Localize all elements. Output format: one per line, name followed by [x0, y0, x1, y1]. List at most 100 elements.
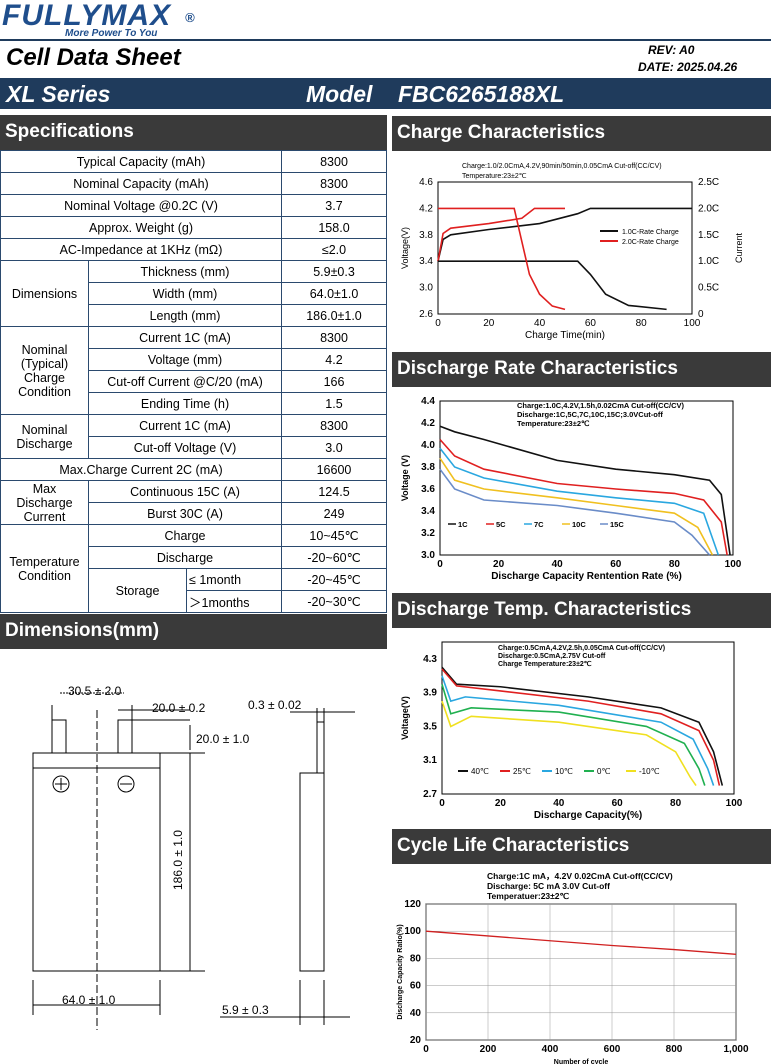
- spec-value: 124.5: [281, 480, 387, 503]
- spec-label: Voltage (mm): [88, 348, 282, 371]
- legend-label: 1C: [458, 520, 468, 529]
- x-tick-label: 0: [435, 318, 441, 329]
- series-line: [437, 207, 692, 262]
- x-tick-label: 100: [726, 798, 743, 809]
- tab-positive: [51, 719, 67, 754]
- series-line: [441, 668, 721, 786]
- dim-label: 30.5 ± 2.0: [68, 684, 122, 698]
- spec-group: Nominal Discharge: [0, 414, 89, 459]
- y-axis-label: Voltage(V): [400, 227, 410, 269]
- series-line: [439, 447, 720, 556]
- chart-note: Charge:0.5CmA,4.2V,2.5h,0.05CmA Cut-off(…: [498, 645, 665, 652]
- series-name: XL Series: [6, 81, 111, 107]
- y-tick-label: 4.0: [421, 440, 435, 451]
- y-tick-label: 3.6: [421, 484, 435, 495]
- y-tick-label: 4.3: [423, 654, 437, 665]
- x-tick-label: 600: [604, 1044, 621, 1055]
- series-line: [441, 683, 706, 786]
- spec-value: 10~45℃: [281, 524, 387, 547]
- series-line: [439, 468, 711, 556]
- legend-label: 2.0C-Rate Charge: [622, 239, 679, 246]
- spec-value: 8300: [281, 172, 387, 195]
- model-label: Model: [306, 81, 373, 107]
- y-tick-label: 3.1: [423, 755, 437, 766]
- spec-value: 8300: [281, 414, 387, 437]
- chart-note: Charge:1.0/2.0CmA,4.2V,90min/50min,0.05C…: [462, 163, 662, 170]
- chart-note: Temperature:23±2℃: [462, 173, 527, 180]
- dim-label: 20.0 ± 0.2: [152, 701, 206, 715]
- x-tick-label: 0: [423, 1044, 429, 1055]
- spec-value: ≤2.0: [281, 238, 387, 261]
- date: DATE: 2025.04.26: [638, 60, 738, 74]
- spec-value: 8300: [281, 150, 387, 173]
- y2-tick-label: 2.0C: [698, 203, 719, 214]
- y2-axis-label: Current: [734, 232, 744, 263]
- x-tick-label: 0: [437, 559, 443, 570]
- x-tick-label: 20: [483, 318, 495, 329]
- spec-value: 1.5: [281, 392, 387, 415]
- spec-value: 3.0: [281, 436, 387, 459]
- y-tick-label: 100: [404, 926, 421, 937]
- x-tick-label: 60: [610, 559, 622, 570]
- dim-label: 5.9 ± 0.3: [222, 1003, 269, 1017]
- y-tick-label: 60: [410, 981, 422, 992]
- x-tick-label: 20: [495, 798, 507, 809]
- legend-label: 25℃: [513, 767, 531, 776]
- spec-label: Typical Capacity (mAh): [0, 150, 282, 173]
- y2-tick-label: 1.5C: [698, 230, 719, 241]
- y-axis-label: Discharge Capacity Ratio(%): [397, 924, 404, 1019]
- positive-terminal-symbol: [52, 775, 70, 793]
- sheet-title: Cell Data Sheet: [6, 44, 181, 71]
- chart-note: Charge:1.0C,4.2V,1.5h,0.02CmA Cut-off(CC…: [517, 401, 684, 410]
- spec-value: 16600: [281, 458, 387, 481]
- spec-value: -20~30℃: [281, 590, 387, 613]
- y-axis-label: Voltage (V): [400, 455, 410, 501]
- spec-label: Discharge: [88, 546, 282, 569]
- series-line: [439, 457, 714, 556]
- series-line: [441, 666, 724, 786]
- series-line: [441, 675, 715, 786]
- x-tick-label: 800: [666, 1044, 683, 1055]
- series-line: [438, 207, 566, 311]
- spec-label: Charge: [88, 524, 282, 547]
- y-tick-label: 3.0: [421, 550, 435, 561]
- spec-label: Continuous 15C (A): [88, 480, 282, 503]
- brand-tagline: More Power To You: [65, 28, 158, 39]
- cycle-chart: 0 200 400 600 800 1,000 20 40 60 80 100 120 Number o…: [392, 866, 771, 1064]
- spec-value: 4.2: [281, 348, 387, 371]
- spec-label: Current 1C (mA): [88, 326, 282, 349]
- y-tick-label: 2.6: [419, 309, 433, 320]
- y-tick-label: 80: [410, 953, 422, 964]
- y-tick-label: 2.7: [423, 789, 437, 800]
- cell-side-body: [299, 772, 325, 972]
- x-tick-label: 40: [552, 559, 564, 570]
- spec-label: Width (mm): [88, 282, 282, 305]
- plot-frame: [437, 181, 693, 315]
- chart-note: Charge:1C mA，4.2V 0.02CmA Cut-off(CC/CV): [487, 871, 673, 881]
- y-tick-label: 4.2: [421, 418, 435, 429]
- spec-group: Nominal (Typical) Charge Condition: [0, 326, 89, 415]
- spec-group: Max Discharge Current: [0, 480, 89, 525]
- y2-tick-label: 1.0C: [698, 256, 719, 267]
- spec-value: 166: [281, 370, 387, 393]
- spec-label: AC-Impedance at 1KHz (mΩ): [0, 238, 282, 261]
- spec-value: 3.7: [281, 194, 387, 217]
- y-tick-label: 4.2: [419, 203, 433, 214]
- spec-value: 249: [281, 502, 387, 525]
- spec-group: Temperature Condition: [0, 524, 89, 613]
- chart-note: Temperatuer:23±2℃: [487, 891, 570, 901]
- discharge-temp-header: Discharge Temp. Characteristics: [392, 593, 771, 628]
- x-tick-label: 1,000: [723, 1044, 748, 1055]
- y2-tick-label: 0: [698, 309, 704, 320]
- model-bar: XL Series Model FBC6265188XL: [0, 78, 771, 109]
- chart-note: Temperature:23±2℃: [517, 419, 590, 428]
- y-tick-label: 3.9: [423, 688, 437, 699]
- spec-value: 158.0: [281, 216, 387, 239]
- legend-label: 7C: [534, 520, 544, 529]
- y-tick-label: 20: [410, 1035, 422, 1046]
- legend-label: 10℃: [555, 767, 573, 776]
- spec-label: Thickness (mm): [88, 260, 282, 283]
- series-line: [437, 207, 565, 262]
- spec-value: -20~45℃: [281, 568, 387, 591]
- series-line: [425, 930, 737, 955]
